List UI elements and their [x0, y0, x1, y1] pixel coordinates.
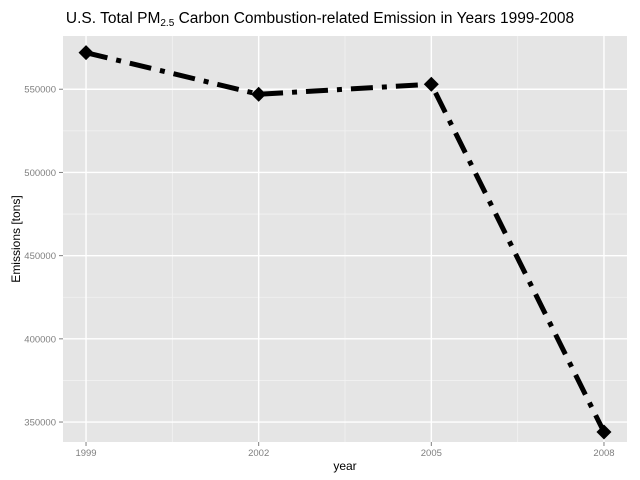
grid-major	[63, 36, 627, 442]
y-tick-label: 400000	[24, 334, 56, 345]
y-axis-label: Emissions [tons]	[9, 195, 23, 282]
y-tick-label: 500000	[24, 168, 56, 179]
y-tick-label: 350000	[24, 418, 56, 429]
x-tick-label: 2005	[421, 448, 442, 459]
y-tick-label: 450000	[24, 251, 56, 262]
data-point-marker	[78, 45, 94, 61]
series-line	[85, 50, 607, 434]
data-point-marker	[596, 424, 612, 440]
data-point-marker	[251, 86, 267, 102]
tick-layer: 350000 400000 450000 500000 550000 1999 2002 20…	[24, 85, 614, 459]
data-point-marker	[423, 76, 439, 92]
series-layer	[78, 45, 612, 440]
x-axis-label: year	[333, 459, 356, 473]
chart-title-subscript: 2.5	[160, 18, 175, 29]
x-tick-label: 1999	[75, 448, 96, 459]
chart-title-suffix: Carbon Combustion-related Emission in Ye…	[174, 10, 575, 27]
y-tick-label: 550000	[24, 85, 56, 96]
x-tick-label: 2002	[248, 448, 269, 459]
chart-title: U.S. Total PM2.5 Carbon Combustion-relat…	[0, 10, 640, 29]
chart-title-prefix: U.S. Total PM	[65, 10, 161, 27]
x-tick-label: 2008	[593, 448, 614, 459]
grid-minor	[63, 36, 627, 442]
